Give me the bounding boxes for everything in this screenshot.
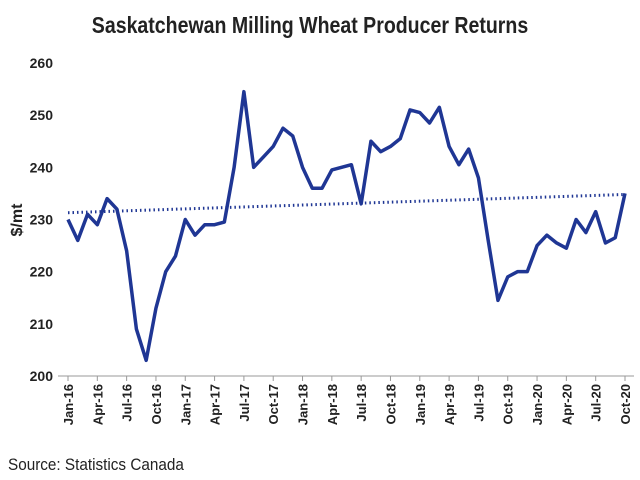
chart-title: Saskatchewan Milling Wheat Producer Retu…	[92, 13, 528, 39]
y-tick-label: 250	[30, 107, 54, 123]
x-tick-label: Apr-19	[442, 384, 457, 425]
y-axis-label: $/mt	[9, 203, 26, 237]
x-tick-label: Oct-17	[266, 384, 281, 424]
x-tick-label: Apr-18	[325, 384, 340, 425]
x-tick-label: Apr-20	[559, 384, 574, 425]
y-tick-label: 230	[30, 212, 54, 228]
trend-line	[67, 192, 626, 215]
x-tick-label: Apr-16	[90, 384, 105, 425]
y-tick-label: 220	[30, 264, 54, 280]
x-tick-label: Oct-18	[383, 384, 398, 424]
y-tick-label: 260	[30, 55, 54, 71]
x-tick-label: Oct-16	[149, 384, 164, 424]
x-tick-label: Apr-17	[208, 384, 223, 425]
y-tick-label: 210	[30, 316, 54, 332]
x-tick-label: Jan-20	[530, 384, 545, 425]
source: Source: Statistics Canada	[8, 455, 184, 474]
x-tick-label: Jul-18	[354, 384, 369, 422]
x-tick-label: Oct-20	[618, 384, 633, 424]
y-tick-label: 200	[30, 368, 54, 384]
y-tick-label: 240	[30, 159, 54, 175]
x-tick-label: Jan-17	[178, 384, 193, 425]
series-line	[66, 89, 627, 363]
x-tick-label: Jul-17	[237, 384, 252, 422]
x-tick-label: Jul-20	[589, 384, 604, 422]
x-tick-label: Oct-19	[501, 384, 516, 424]
x-tick-label: Jul-16	[120, 384, 135, 422]
x-tick-label: Jan-19	[413, 384, 428, 425]
x-tick-label: Jan-18	[296, 384, 311, 425]
x-tick-label: Jan-16	[61, 384, 76, 425]
x-tick-label: Jul-19	[471, 384, 486, 422]
